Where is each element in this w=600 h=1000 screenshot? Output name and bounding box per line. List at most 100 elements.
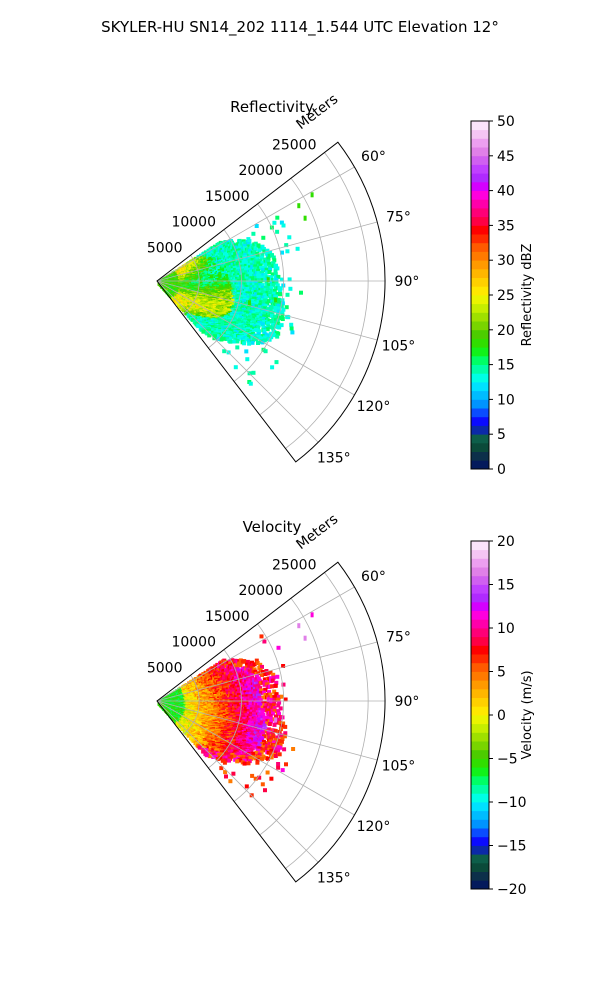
radar-cell [244,349,249,354]
radar-cell [259,634,264,639]
radar-cell [236,253,241,258]
colorbar-swatch [471,199,489,209]
colorbar-swatch [471,355,489,365]
radar-cell [258,263,263,268]
radar-cell [251,278,256,283]
radar-cell [284,305,289,310]
radar-cell [221,665,226,670]
radar-cell [252,662,257,667]
radar-cell [269,319,274,324]
radar-cell [247,285,252,289]
polar-grid [156,152,385,449]
radar-cell [260,270,265,275]
radar-cell [255,312,260,317]
radar-cell [252,250,257,255]
radar-cell [253,269,258,274]
radar-cell [251,677,256,682]
radar-cell [258,321,262,326]
radar-cell [275,318,280,323]
radar-cell [244,696,248,701]
radar-cell [247,341,252,346]
radar-cell [260,298,265,303]
radar-cell [256,295,261,299]
colorbar-swatch [471,434,489,444]
radar-cell [270,272,275,277]
radar-cell [219,672,224,677]
radar-cell [210,325,215,329]
radar-cell [281,307,286,312]
radar-cell [276,645,281,650]
radar-cell [254,302,259,306]
radar-cell [265,671,270,676]
azimuth-spoke [156,166,355,282]
radar-cell [268,250,273,255]
radar-cell [279,323,284,328]
radar-cell [261,247,266,251]
radar-cell [249,680,254,685]
radar-cell [268,692,273,697]
radar-cell [257,292,262,297]
radar-cell [275,229,280,234]
radar-cell [263,296,268,300]
radar-cell [247,258,252,263]
radar-cell [287,235,292,240]
radar-cell [271,283,276,288]
radar-cell [259,680,263,685]
radar-cell [270,311,275,316]
radar-cell [253,273,258,278]
radar-cell [243,293,248,298]
radar-cell [274,680,279,685]
colorbar-tick-label: 0 [497,462,506,478]
radar-cell [261,695,266,700]
radar-cell [238,663,243,668]
radar-cell [253,266,258,271]
radar-cell [250,271,255,276]
radar-cell [253,696,258,701]
radar-cell [215,336,220,341]
radar-cell [221,336,226,341]
radar-cell [244,259,249,264]
colorbar-swatch [471,338,489,348]
azimuth-spoke [156,280,319,443]
radar-cell [262,249,267,254]
radar-cell [256,299,261,304]
colorbar-swatch [471,321,489,331]
velocity-panel: Velocity500010000150002000025000Meters60… [147,511,535,898]
radar-cell [278,301,283,306]
radar-cell [265,309,270,314]
radar-cell [258,258,263,263]
radar-cell [239,678,244,683]
radar-cell [252,287,257,292]
radar-cell [262,293,267,298]
radar-cell [238,672,243,677]
radar-cell [256,341,260,345]
radar-cell [265,692,270,697]
radar-cell [248,687,253,692]
radar-cell [244,301,249,306]
radar-cell [297,203,301,209]
radar-cell [263,306,268,311]
radar-cell [272,330,277,335]
colorbar-swatch [471,155,489,165]
radar-cell [280,301,285,306]
radar-cell [262,275,267,280]
radar-cell [265,301,270,306]
radar-cell [247,694,252,699]
radar-cell [246,311,251,316]
radar-cell [263,672,268,676]
radar-cell [201,329,206,334]
radar-cell [225,337,229,341]
radar-cell [273,308,278,313]
colorbar-tick-label: 35 [497,218,515,234]
radar-cell [247,661,252,666]
radar-cell [265,333,270,338]
radar-cell [256,683,261,688]
radar-cell [276,303,281,308]
radar-cell [258,300,263,305]
radar-cell [251,231,256,236]
radar-cell [247,332,252,337]
radar-cell [249,274,254,279]
radar-cell [272,695,277,700]
radar-cell [196,324,201,329]
radar-cell [251,332,255,337]
